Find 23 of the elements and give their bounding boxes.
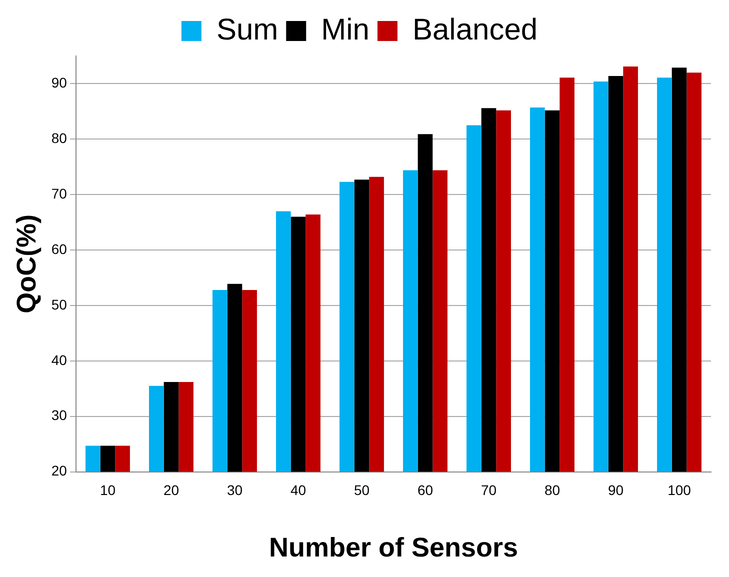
x-tick-label: 50 [354, 482, 370, 498]
y-tick-label: 90 [51, 74, 68, 91]
x-tick-label: 70 [480, 482, 497, 498]
x-axis-title: Number of Sensors [268, 532, 518, 562]
x-tick-label: 30 [226, 482, 243, 498]
y-tick-label: 70 [51, 185, 68, 202]
x-tick-label: 90 [608, 482, 624, 498]
y-tick-label: 80 [51, 130, 68, 146]
y-tick-label: 20 [51, 462, 68, 479]
legend-label: Min [321, 13, 370, 46]
y-tick-label: 30 [51, 407, 68, 424]
x-tick-label: 60 [417, 482, 434, 498]
y-tick-label: 40 [51, 352, 68, 368]
x-tick-label: 100 [668, 482, 692, 498]
legend-label: Sum [216, 13, 278, 46]
x-tick-label: 80 [544, 482, 560, 498]
x-tick-label: 20 [163, 482, 180, 498]
y-axis-title: QoC(%) [12, 214, 42, 314]
x-tick-label: 10 [100, 482, 116, 498]
y-tick-label: 50 [51, 296, 68, 312]
x-tick-label: 40 [290, 482, 306, 498]
y-tick-label: 60 [51, 240, 68, 257]
legend-label: Balanced [412, 13, 538, 46]
